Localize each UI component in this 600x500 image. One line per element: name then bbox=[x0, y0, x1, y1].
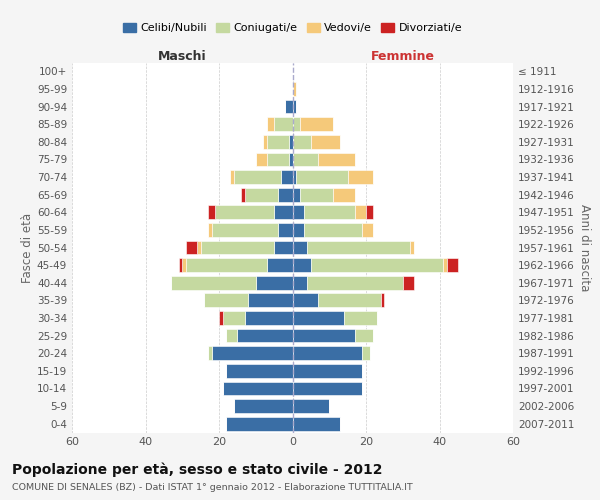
Bar bbox=[410, 240, 414, 254]
Bar bbox=[230, 170, 234, 184]
Bar bbox=[223, 311, 245, 325]
Bar bbox=[293, 328, 355, 342]
Bar bbox=[318, 152, 355, 166]
Bar bbox=[223, 382, 293, 396]
Bar bbox=[362, 346, 370, 360]
Bar bbox=[256, 152, 267, 166]
Bar bbox=[219, 311, 223, 325]
Bar bbox=[241, 188, 245, 202]
Bar bbox=[293, 135, 311, 148]
Bar bbox=[293, 276, 307, 289]
Bar bbox=[347, 170, 373, 184]
Bar bbox=[296, 170, 347, 184]
Bar bbox=[344, 311, 377, 325]
Bar bbox=[212, 223, 278, 237]
Bar bbox=[245, 311, 293, 325]
Bar bbox=[366, 206, 373, 219]
Bar bbox=[381, 294, 385, 307]
Bar bbox=[208, 346, 212, 360]
Bar bbox=[186, 240, 197, 254]
Bar bbox=[293, 294, 318, 307]
Bar bbox=[267, 135, 289, 148]
Bar bbox=[179, 258, 182, 272]
Bar bbox=[355, 328, 373, 342]
Bar bbox=[403, 276, 414, 289]
Bar bbox=[171, 276, 256, 289]
Bar bbox=[186, 258, 267, 272]
Bar bbox=[293, 170, 296, 184]
Bar bbox=[200, 240, 274, 254]
Bar bbox=[318, 294, 381, 307]
Bar bbox=[215, 206, 274, 219]
Bar bbox=[234, 399, 293, 413]
Bar bbox=[226, 328, 238, 342]
Bar bbox=[226, 364, 293, 378]
Bar bbox=[281, 170, 293, 184]
Bar bbox=[307, 240, 410, 254]
Bar bbox=[300, 118, 333, 131]
Legend: Celibi/Nubili, Coniugati/e, Vedovi/e, Divorziati/e: Celibi/Nubili, Coniugati/e, Vedovi/e, Di… bbox=[118, 18, 467, 38]
Text: Maschi: Maschi bbox=[158, 50, 206, 62]
Bar bbox=[278, 188, 293, 202]
Bar bbox=[293, 206, 304, 219]
Y-axis label: Fasce di età: Fasce di età bbox=[21, 212, 34, 282]
Bar bbox=[238, 328, 293, 342]
Bar bbox=[362, 223, 373, 237]
Bar bbox=[197, 240, 200, 254]
Bar bbox=[256, 276, 293, 289]
Bar bbox=[274, 240, 293, 254]
Bar bbox=[285, 100, 293, 114]
Bar bbox=[300, 188, 333, 202]
Bar bbox=[234, 170, 281, 184]
Bar bbox=[278, 223, 293, 237]
Bar bbox=[293, 382, 362, 396]
Bar bbox=[274, 118, 293, 131]
Bar bbox=[293, 118, 300, 131]
Bar bbox=[293, 399, 329, 413]
Bar bbox=[267, 258, 293, 272]
Bar bbox=[447, 258, 458, 272]
Bar bbox=[208, 223, 212, 237]
Bar bbox=[208, 206, 215, 219]
Text: Popolazione per età, sesso e stato civile - 2012: Popolazione per età, sesso e stato civil… bbox=[12, 462, 383, 477]
Bar bbox=[311, 135, 340, 148]
Bar bbox=[267, 152, 289, 166]
Bar bbox=[304, 206, 355, 219]
Bar bbox=[212, 346, 293, 360]
Text: Femmine: Femmine bbox=[371, 50, 435, 62]
Bar bbox=[311, 258, 443, 272]
Bar bbox=[304, 223, 362, 237]
Bar bbox=[293, 417, 340, 430]
Bar bbox=[307, 276, 403, 289]
Bar bbox=[293, 240, 307, 254]
Bar bbox=[293, 152, 318, 166]
Bar bbox=[245, 188, 278, 202]
Text: COMUNE DI SENALES (BZ) - Dati ISTAT 1° gennaio 2012 - Elaborazione TUTTITALIA.IT: COMUNE DI SENALES (BZ) - Dati ISTAT 1° g… bbox=[12, 484, 413, 492]
Bar bbox=[274, 206, 293, 219]
Bar bbox=[293, 223, 304, 237]
Bar bbox=[293, 188, 300, 202]
Bar bbox=[443, 258, 447, 272]
Bar bbox=[355, 206, 366, 219]
Bar bbox=[289, 135, 293, 148]
Bar bbox=[293, 346, 362, 360]
Bar bbox=[226, 417, 293, 430]
Bar bbox=[293, 82, 296, 96]
Bar bbox=[293, 258, 311, 272]
Bar bbox=[248, 294, 293, 307]
Bar bbox=[289, 152, 293, 166]
Bar bbox=[263, 135, 267, 148]
Bar bbox=[293, 100, 296, 114]
Bar bbox=[204, 294, 248, 307]
Y-axis label: Anni di nascita: Anni di nascita bbox=[578, 204, 591, 291]
Bar bbox=[182, 258, 186, 272]
Bar bbox=[267, 118, 274, 131]
Bar bbox=[293, 364, 362, 378]
Bar bbox=[293, 311, 344, 325]
Bar bbox=[333, 188, 355, 202]
